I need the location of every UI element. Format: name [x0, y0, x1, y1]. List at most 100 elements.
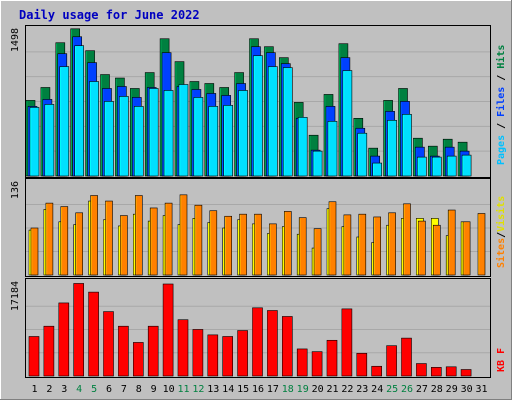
sites-bar: [239, 213, 247, 276]
day-label: 19: [297, 384, 309, 395]
legend-kbytes-f: F: [496, 348, 507, 354]
sites-bar: [418, 220, 426, 276]
pages-bar: [59, 66, 70, 177]
day-labels: 1 2 3 4 5 6 7 8 9 10 11 12 13 14 15 16 17 18 19 20 21 22 23 24 2…: [31, 384, 487, 395]
day-label: 25: [386, 384, 398, 395]
sites-bar: [447, 209, 456, 276]
hits-legend: Pages / Files / Hits: [495, 45, 507, 165]
legend-files: Files: [495, 87, 507, 117]
kbytes-bar: [401, 337, 412, 377]
hits-files-pages-bars: [25, 28, 472, 177]
sites-bar: [298, 217, 307, 276]
day-label: 30: [461, 384, 473, 395]
legend-pages: Pages: [496, 135, 507, 165]
sites-bar: [462, 221, 471, 276]
sites-bar: [90, 195, 98, 276]
day-label: 26: [401, 384, 413, 395]
sites-bar: [358, 213, 367, 276]
day-label: 13: [207, 384, 219, 395]
pages-bar: [461, 154, 472, 177]
kbytes-bar: [103, 311, 114, 377]
day-label: 2: [46, 384, 52, 395]
sites-bar: [209, 210, 218, 276]
day-label: 28: [431, 384, 443, 395]
day-label: 27: [416, 384, 428, 395]
sites-bar: [149, 207, 158, 276]
day-label: 12: [192, 384, 204, 395]
sites-bar: [432, 224, 441, 276]
day-label: 16: [252, 384, 264, 395]
sites-bar: [388, 212, 396, 276]
pages-bar: [104, 101, 114, 177]
day-label: 31: [475, 384, 487, 395]
day-label: 22: [341, 384, 353, 395]
kbytes-bars: [28, 283, 472, 377]
kbytes-legend: KB F: [496, 348, 507, 372]
pages-bar: [372, 162, 383, 177]
sites-bar: [373, 216, 382, 276]
day-label: 11: [177, 384, 189, 395]
pages-bar: [163, 90, 174, 177]
kbytes-bar: [430, 367, 442, 377]
day-label: 24: [371, 384, 383, 395]
kbytes-bar: [43, 325, 55, 377]
sites-bar: [75, 212, 83, 276]
pages-bar: [178, 84, 189, 177]
kbytes-bar: [177, 319, 189, 377]
kbytes-bar: [162, 283, 174, 377]
sites-bar: [269, 223, 277, 276]
kbytes-bar: [58, 302, 70, 377]
kbytes-bar: [416, 363, 427, 377]
pages-bar: [431, 156, 442, 177]
kbytes-bar: [445, 366, 457, 377]
pages-bar: [238, 90, 248, 177]
day-label: 7: [121, 384, 127, 395]
sites-bar: [135, 195, 143, 276]
sites-bar: [30, 227, 39, 276]
sites-bar: [313, 228, 322, 276]
day-label: 21: [326, 384, 338, 395]
day-label: 8: [136, 384, 142, 395]
kbytes-bar: [118, 325, 129, 377]
day-label: 5: [91, 384, 97, 395]
pages-bar: [312, 150, 323, 177]
day-label: 4: [76, 384, 82, 395]
day-label: 17: [267, 384, 279, 395]
hits-panel: [25, 25, 491, 178]
pages-bar: [29, 107, 40, 177]
kbytes-bar: [252, 307, 263, 377]
day-label: 23: [356, 384, 368, 395]
pages-bar: [253, 55, 263, 177]
sites-bar: [179, 194, 188, 276]
day-label: 10: [163, 384, 175, 395]
kbytes-bar: [88, 291, 99, 377]
sites-bar: [120, 215, 128, 276]
sites-visits-bars: [28, 194, 486, 276]
pages-bar: [89, 81, 99, 177]
kbytes-bar: [326, 339, 338, 377]
day-label: 6: [106, 384, 112, 395]
pages-bar: [193, 97, 204, 177]
kbytes-bar: [341, 308, 353, 377]
kbytes-bar: [147, 325, 159, 377]
kbytes-bar: [281, 316, 293, 377]
pages-bar: [402, 114, 412, 177]
sites-bar: [105, 200, 113, 276]
sites-bar: [477, 213, 486, 276]
pages-bar: [417, 156, 427, 177]
kbytes-bar: [296, 348, 308, 377]
sites-legend: Sites/Visits: [495, 196, 507, 268]
pages-bar: [134, 106, 144, 177]
day-label: 15: [237, 384, 249, 395]
sites-bar: [403, 203, 411, 276]
kbytes-bar: [222, 336, 233, 377]
pages-bar: [282, 67, 293, 177]
day-label: 14: [222, 384, 234, 395]
pages-bar: [74, 45, 84, 177]
pages-bar: [268, 66, 278, 177]
sites-bar: [343, 214, 352, 276]
day-label: 3: [61, 384, 67, 395]
day-label: 9: [151, 384, 157, 395]
kbytes-bar: [460, 369, 472, 377]
